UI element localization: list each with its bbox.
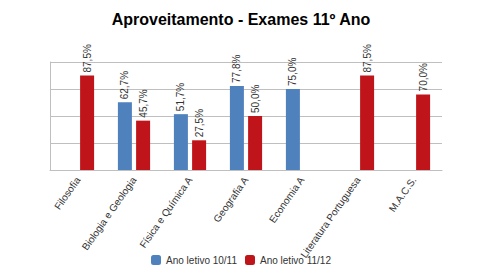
svg-text:Literatura Portuguesa: Literatura Portuguesa bbox=[298, 174, 362, 259]
svg-text:Economia A: Economia A bbox=[267, 175, 307, 225]
svg-text:Biologia e Geologia: Biologia e Geologia bbox=[80, 174, 139, 252]
svg-text:75,0%: 75,0% bbox=[287, 58, 298, 86]
svg-text:50,0%: 50,0% bbox=[250, 85, 261, 113]
svg-text:51,7%: 51,7% bbox=[175, 83, 186, 111]
svg-text:Filosofia: Filosofia bbox=[52, 174, 83, 211]
svg-text:Geografia A: Geografia A bbox=[211, 175, 251, 225]
svg-text:70,0%: 70,0% bbox=[418, 63, 429, 91]
svg-text:45,7%: 45,7% bbox=[138, 89, 149, 117]
svg-text:Aproveitamento - Exames 11º An: Aproveitamento - Exames 11º Ano bbox=[112, 11, 371, 28]
svg-text:Física e Química A: Física e Química A bbox=[137, 175, 194, 250]
svg-text:27,5%: 27,5% bbox=[194, 109, 205, 137]
svg-text:Ano letivo 10/11: Ano letivo 10/11 bbox=[166, 255, 237, 266]
svg-text:87,5%: 87,5% bbox=[82, 44, 93, 72]
svg-text:Ano letivo 11/12: Ano letivo 11/12 bbox=[260, 255, 331, 266]
svg-text:62,7%: 62,7% bbox=[119, 71, 130, 99]
svg-text:87,5%: 87,5% bbox=[362, 44, 373, 72]
svg-text:77,8%: 77,8% bbox=[231, 55, 242, 83]
svg-text:M.A.C.S.: M.A.C.S. bbox=[387, 175, 419, 214]
